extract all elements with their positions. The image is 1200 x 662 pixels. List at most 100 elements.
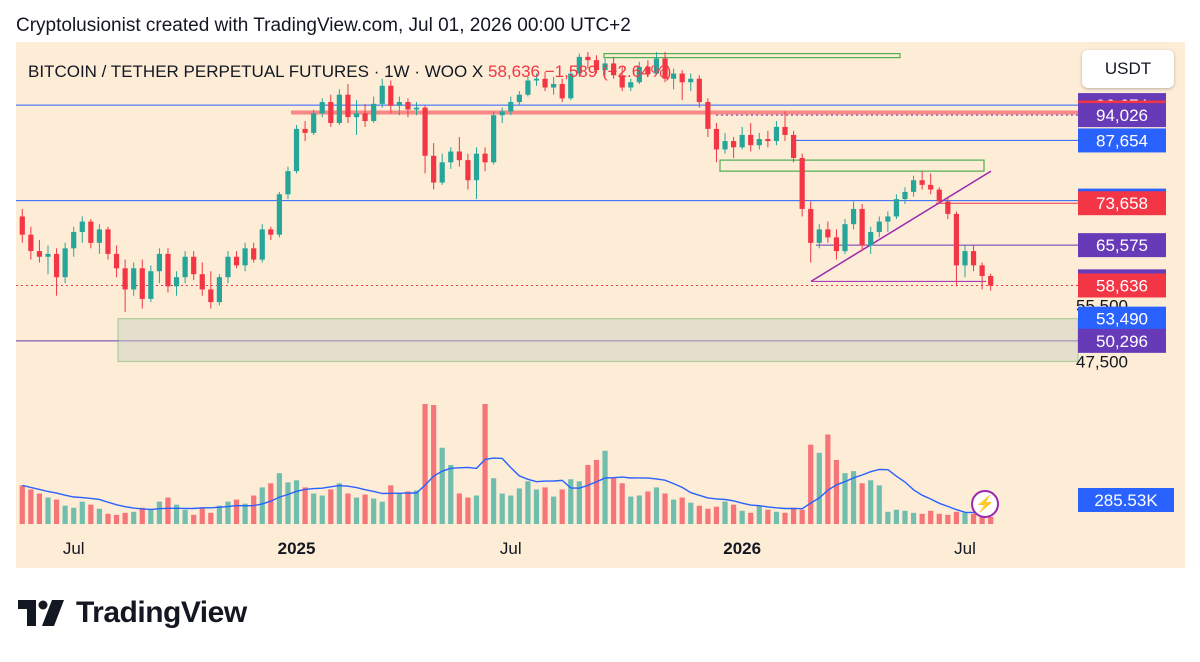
last-price-text: 58,636 xyxy=(488,62,540,81)
candle xyxy=(388,80,394,114)
candle xyxy=(765,130,771,148)
candle-body xyxy=(962,251,968,266)
candle-body xyxy=(302,128,308,133)
volume-bar xyxy=(962,512,968,524)
volume-bar xyxy=(319,495,325,524)
candle xyxy=(285,166,291,200)
volume-bar xyxy=(431,405,437,524)
candle xyxy=(671,68,677,90)
candle-body xyxy=(448,151,454,163)
volume-bar xyxy=(868,480,874,524)
volume-bar xyxy=(782,512,788,524)
volume-label-bg xyxy=(1078,488,1174,512)
volume-bar xyxy=(131,511,137,524)
candle-body xyxy=(970,251,977,266)
candle xyxy=(371,96,377,123)
price-axis-label: 47,500 xyxy=(1076,352,1128,371)
candle-body xyxy=(328,102,334,123)
x-tick-label: Jul xyxy=(954,539,976,558)
price-label-bg xyxy=(1078,273,1166,298)
volume-label-text: 285.53K xyxy=(1094,491,1158,510)
candle xyxy=(945,196,951,220)
volume-bar xyxy=(293,480,300,524)
candle-body xyxy=(756,139,762,146)
candle-body xyxy=(885,216,891,222)
candle-body xyxy=(713,128,720,150)
candle-body xyxy=(319,102,325,114)
candle xyxy=(165,248,171,293)
candle xyxy=(559,78,565,103)
volume-bar xyxy=(945,514,951,524)
candle xyxy=(705,98,711,137)
candle xyxy=(216,274,222,306)
volume-bar xyxy=(619,483,625,524)
candle-body xyxy=(679,73,685,83)
volume-bar xyxy=(748,512,754,524)
candle-body xyxy=(928,184,934,190)
demand-zone xyxy=(117,318,1079,363)
candle xyxy=(456,136,462,167)
candle-body xyxy=(850,208,857,225)
candle-body xyxy=(182,256,188,278)
candle-body xyxy=(379,85,385,104)
volume-bar xyxy=(893,509,900,524)
volume-bar xyxy=(19,485,25,524)
volume-bar xyxy=(679,497,685,524)
price-label-text: 58,636 xyxy=(1096,276,1148,295)
volume-bar xyxy=(525,481,531,524)
candle-body xyxy=(473,153,480,181)
chart-panel[interactable]: Jul2025Jul2026Jul47,50055,50096,67494,70… xyxy=(16,42,1185,568)
candle xyxy=(645,60,651,78)
volume-bar xyxy=(928,510,934,524)
volume-bar xyxy=(156,501,163,524)
candle-body xyxy=(508,102,514,112)
x-tick-label: 2025 xyxy=(278,539,316,558)
volume-bar xyxy=(336,483,342,524)
candle-body xyxy=(148,271,154,299)
price-label: 53,490 xyxy=(1078,306,1166,331)
candle xyxy=(876,216,882,238)
candle xyxy=(448,147,454,169)
candle-body xyxy=(902,191,908,200)
candle xyxy=(491,111,497,165)
volume-bar xyxy=(611,478,617,524)
candle-body xyxy=(156,253,163,272)
lightning-icon[interactable]: ⚡ xyxy=(971,490,999,518)
volume-bar xyxy=(816,452,822,524)
volume-bar xyxy=(551,496,557,524)
x-tick-label: Jul xyxy=(63,539,85,558)
volume-bar xyxy=(422,404,428,524)
candle xyxy=(679,70,685,101)
price-label: 65,575 xyxy=(1078,233,1166,258)
candle xyxy=(525,77,531,97)
volume-bar xyxy=(662,493,668,524)
candle-body xyxy=(859,208,865,246)
currency-button[interactable]: USDT xyxy=(1082,50,1174,88)
volume-bar xyxy=(165,497,171,524)
volume-bar xyxy=(405,491,411,524)
tradingview-logo[interactable]: TradingView xyxy=(18,596,247,630)
volume-bar xyxy=(285,482,291,524)
candle xyxy=(722,132,728,154)
candle-body xyxy=(199,274,205,290)
volume-bar xyxy=(62,505,68,524)
volume-bar xyxy=(645,491,651,524)
volume-bar xyxy=(353,497,360,524)
candle-body xyxy=(336,94,342,123)
candle xyxy=(782,111,788,142)
candle xyxy=(62,242,68,284)
candle-body xyxy=(233,256,240,266)
price-chart[interactable]: Jul2025Jul2026Jul47,50055,50096,67494,70… xyxy=(16,42,1185,568)
candle-body xyxy=(559,83,565,99)
candle xyxy=(988,273,994,291)
candle-body xyxy=(551,83,557,88)
candle-body xyxy=(671,73,677,79)
candle-body xyxy=(568,73,574,99)
volume-bar xyxy=(713,506,720,524)
candle xyxy=(730,136,737,158)
volume-bar xyxy=(45,497,51,524)
volume-bar xyxy=(705,508,711,524)
volume-bar xyxy=(113,514,120,524)
candle xyxy=(962,245,968,278)
candle xyxy=(970,245,977,272)
